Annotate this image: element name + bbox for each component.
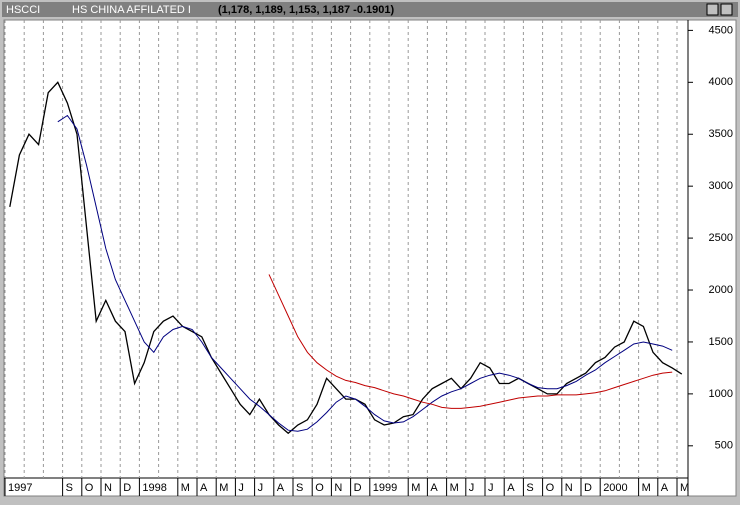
y-tick-label: 2500 [709, 232, 733, 244]
y-tick-label: 4500 [709, 24, 733, 36]
maximize-button[interactable] [720, 3, 733, 16]
x-tick-label: 1999 [373, 482, 397, 494]
x-tick-label: A [661, 482, 669, 494]
x-tick-label: N [104, 482, 112, 494]
x-tick-label: S [296, 482, 303, 494]
x-tick-label: N [334, 482, 342, 494]
y-tick-label: 3000 [709, 180, 733, 192]
x-tick-label: J [469, 482, 475, 494]
x-tick-label: O [315, 482, 324, 494]
x-tick-label: J [258, 482, 264, 494]
series-line [9, 81, 683, 435]
x-tick-label: D [354, 482, 362, 494]
series-line [268, 274, 673, 409]
x-tick-label: O [546, 482, 555, 494]
x-tick-label: M [680, 482, 689, 494]
x-tick-label: M [219, 482, 228, 494]
x-tick-label: A [200, 482, 208, 494]
x-tick-label: M [642, 482, 651, 494]
x-tick-label: S [526, 482, 533, 494]
series-line [57, 114, 673, 432]
y-tick-label: 500 [715, 440, 733, 452]
x-tick-label: N [565, 482, 573, 494]
x-tick-label: D [584, 482, 592, 494]
x-tick-label: A [277, 482, 285, 494]
y-tick-label: 1500 [709, 336, 733, 348]
title-bar [2, 2, 738, 17]
x-tick-label: S [66, 482, 73, 494]
x-tick-label: M [181, 482, 190, 494]
x-tick-label: O [85, 482, 94, 494]
x-tick-label: M [450, 482, 459, 494]
x-tick-label: 1997 [8, 482, 32, 494]
minimize-button[interactable] [706, 3, 719, 16]
symbol: HSCCI [6, 4, 40, 16]
y-tick-label: 4000 [709, 76, 733, 88]
x-tick-label: A [430, 482, 438, 494]
x-tick-label: A [507, 482, 515, 494]
y-tick-label: 1000 [709, 388, 733, 400]
x-tick-label: M [411, 482, 420, 494]
x-tick-label: J [238, 482, 244, 494]
x-tick-label: D [123, 482, 131, 494]
y-tick-label: 2000 [709, 284, 733, 296]
chart-subtitle: (1,178, 1,189, 1,153, 1,187 -0.1901) [218, 4, 394, 16]
x-tick-label: 1998 [142, 482, 166, 494]
x-tick-label: 2000 [603, 482, 627, 494]
x-tick-label: J [488, 482, 494, 494]
y-tick-label: 3500 [709, 128, 733, 140]
chart-title: HS CHINA AFFILATED I [72, 4, 191, 16]
